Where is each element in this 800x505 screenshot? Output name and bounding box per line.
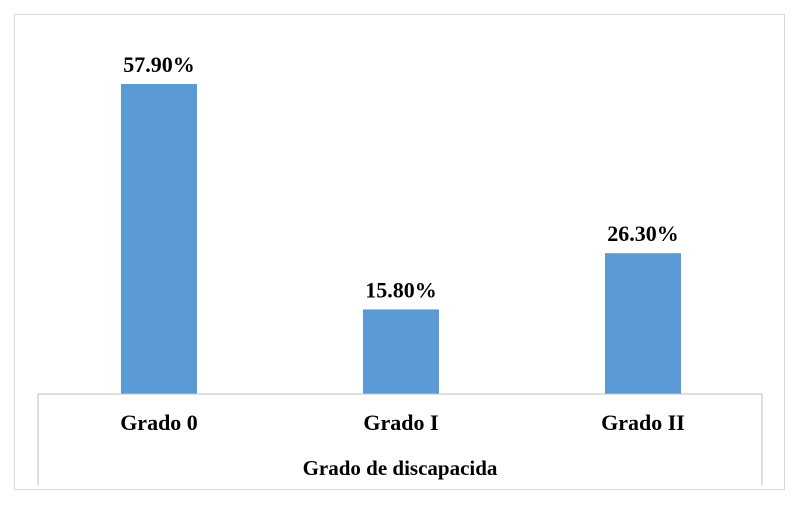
- bar-grado-i: [363, 309, 439, 394]
- data-label: 57.90%: [123, 52, 195, 77]
- bar-grado-0: [121, 84, 197, 394]
- x-axis-group: Grado 0 Grado I Grado II: [37, 393, 763, 485]
- category-label: Grado I: [363, 410, 438, 435]
- data-label: 26.30%: [607, 221, 679, 246]
- bar-grado-ii: [605, 253, 681, 394]
- bars-group: [121, 84, 681, 394]
- category-label: Grado 0: [120, 410, 198, 435]
- x-axis-title: Grado de discapacida: [303, 456, 498, 480]
- category-label: Grado II: [601, 410, 685, 435]
- data-label: 15.80%: [365, 277, 437, 302]
- data-labels-group: 57.90% 15.80% 26.30%: [123, 52, 679, 302]
